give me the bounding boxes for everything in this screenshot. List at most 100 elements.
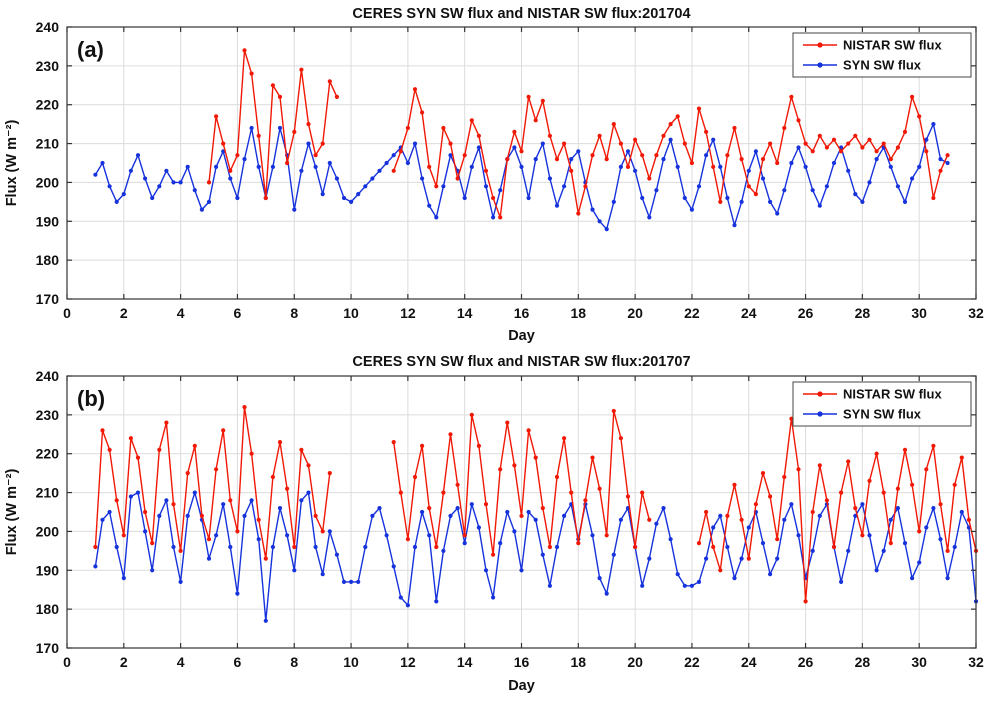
data-point-marker	[292, 544, 297, 550]
data-point-marker	[867, 180, 872, 185]
data-point-marker	[860, 502, 865, 507]
data-point-marker	[725, 513, 730, 518]
x-tick-label: 14	[457, 305, 473, 321]
x-tick-label: 26	[798, 305, 814, 321]
data-point-marker	[562, 184, 567, 189]
data-point-marker	[277, 506, 283, 511]
data-point-marker	[562, 513, 567, 518]
data-point-marker	[732, 482, 737, 487]
data-point-marker	[292, 568, 297, 573]
data-point-marker	[711, 525, 716, 530]
x-tick-label: 12	[400, 305, 416, 321]
data-point-marker	[910, 176, 915, 181]
data-point-marker	[817, 133, 822, 138]
data-point-marker	[789, 94, 794, 99]
data-point-marker	[483, 168, 489, 173]
data-point-marker	[618, 436, 624, 441]
data-point-marker	[618, 141, 624, 146]
data-point-marker	[121, 192, 126, 197]
data-point-marker	[895, 506, 901, 511]
data-point-marker	[782, 125, 787, 131]
data-point-marker	[874, 568, 879, 573]
y-tick-label: 180	[36, 252, 60, 268]
data-point-marker	[377, 506, 382, 511]
data-point-marker	[704, 153, 709, 158]
data-point-marker	[888, 541, 893, 546]
data-point-marker	[647, 176, 652, 181]
data-point-marker	[221, 502, 226, 507]
data-point-marker	[498, 467, 503, 472]
data-point-marker	[682, 195, 687, 201]
x-tick-label: 32	[968, 305, 984, 321]
data-point-marker	[881, 141, 886, 146]
data-point-marker	[533, 517, 538, 522]
data-point-marker	[760, 541, 766, 546]
data-point-marker	[100, 160, 105, 166]
data-point-marker	[327, 529, 332, 534]
data-point-marker	[888, 157, 893, 162]
data-point-marker	[917, 114, 922, 119]
data-point-marker	[924, 525, 929, 530]
data-point-marker	[526, 428, 531, 433]
y-tick-label: 210	[36, 136, 60, 152]
data-point-marker	[782, 517, 787, 522]
y-tick-label: 240	[36, 19, 60, 35]
data-point-marker	[768, 199, 773, 204]
data-point-marker	[171, 502, 176, 507]
data-point-marker	[128, 168, 133, 173]
data-point-marker	[143, 176, 148, 181]
data-point-marker	[349, 199, 354, 204]
data-point-marker	[611, 408, 616, 414]
data-point-marker	[696, 579, 702, 584]
data-point-marker	[597, 219, 602, 224]
data-point-marker	[824, 184, 830, 189]
x-tick-label: 0	[63, 654, 71, 670]
data-point-marker	[114, 544, 119, 550]
chart-title: CERES SYN SW flux and NISTAR SW flux:201…	[352, 354, 690, 370]
data-point-marker	[519, 149, 524, 154]
data-point-marker	[839, 490, 844, 495]
data-point-marker	[107, 447, 112, 452]
data-point-marker	[604, 227, 609, 232]
y-tick-label: 240	[36, 368, 60, 384]
data-point-marker	[412, 474, 418, 480]
data-point-marker	[491, 552, 496, 557]
data-point-marker	[732, 576, 737, 581]
data-point-marker	[441, 125, 446, 131]
data-point-marker	[242, 157, 247, 162]
data-point-marker	[448, 513, 453, 518]
data-point-marker	[760, 157, 766, 162]
data-point-marker	[775, 211, 780, 216]
data-point-marker	[178, 180, 183, 185]
data-point-marker	[285, 160, 290, 166]
data-point-marker	[299, 447, 304, 452]
data-point-marker	[611, 552, 616, 557]
data-point-marker	[157, 184, 162, 189]
data-point-marker	[547, 133, 553, 138]
data-point-marker	[114, 199, 119, 204]
data-point-marker	[888, 164, 893, 169]
data-point-marker	[135, 153, 141, 158]
data-point-marker	[547, 583, 553, 588]
data-point-marker	[143, 509, 148, 515]
data-point-marker	[512, 529, 517, 534]
data-point-marker	[214, 114, 219, 119]
data-point-marker	[327, 160, 332, 166]
data-point-marker	[377, 168, 382, 173]
legend-entry-label: SYN SW flux	[843, 407, 922, 422]
data-point-marker	[739, 157, 744, 162]
data-point-marker	[349, 579, 354, 584]
data-point-marker	[320, 572, 325, 577]
data-point-marker	[888, 517, 893, 522]
data-point-marker	[270, 544, 275, 550]
x-tick-label: 18	[571, 305, 587, 321]
data-point-marker	[221, 141, 226, 146]
data-point-marker	[334, 552, 339, 557]
data-point-marker	[185, 164, 190, 169]
data-point-marker	[647, 215, 652, 220]
data-point-marker	[356, 579, 361, 584]
data-point-marker	[633, 168, 638, 173]
data-point-marker	[831, 137, 837, 142]
data-point-marker	[881, 490, 886, 495]
